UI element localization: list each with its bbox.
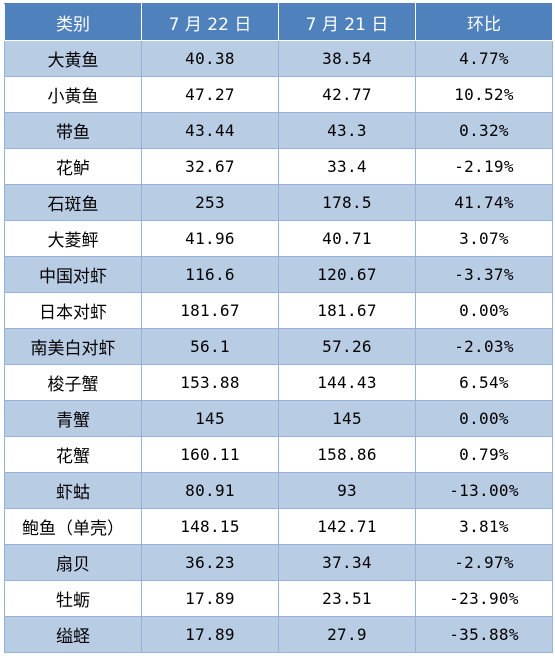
category-cell: 扇贝 [4, 544, 142, 581]
price-jul-21-cell: 120.67 [278, 256, 416, 293]
change-cell: 3.07% [415, 220, 553, 257]
price-jul-21-cell: 43.3 [278, 112, 416, 149]
price-jul-22-cell: 32.67 [141, 148, 279, 185]
category-cell: 南美白对虾 [4, 328, 142, 365]
change-cell: -13.00% [415, 472, 553, 509]
change-cell: 6.54% [415, 364, 553, 401]
price-table: 类别 7 月 22 日 7 月 21 日 环比 大黄鱼 40.38 38.54 4.7… [4, 3, 553, 653]
table-row: 中国对虾 116.6 120.67 -3.37% [4, 256, 553, 293]
table-row: 大菱鲆 41.96 40.71 3.07% [4, 220, 553, 257]
price-jul-22-cell: 36.23 [141, 544, 279, 581]
table-row: 虾蛄 80.91 93 -13.00% [4, 472, 553, 509]
table-row: 鲍鱼（单壳） 148.15 142.71 3.81% [4, 508, 553, 545]
category-cell: 日本对虾 [4, 292, 142, 329]
price-jul-21-cell: 57.26 [278, 328, 416, 365]
price-jul-22-cell: 148.15 [141, 508, 279, 545]
price-jul-21-cell: 93 [278, 472, 416, 509]
table-row: 梭子蟹 153.88 144.43 6.54% [4, 364, 553, 401]
header-change: 环比 [415, 3, 553, 41]
change-cell: -3.37% [415, 256, 553, 293]
table-row: 牡蛎 17.89 23.51 -23.90% [4, 580, 553, 617]
table-row: 日本对虾 181.67 181.67 0.00% [4, 292, 553, 329]
table-row: 扇贝 36.23 37.34 -2.97% [4, 544, 553, 581]
table-row: 青蟹 145 145 0.00% [4, 400, 553, 437]
price-jul-21-cell: 145 [278, 400, 416, 437]
table-row: 花蟹 160.11 158.86 0.79% [4, 436, 553, 473]
category-cell: 中国对虾 [4, 256, 142, 293]
price-jul-21-cell: 27.9 [278, 616, 416, 653]
change-cell: -2.97% [415, 544, 553, 581]
change-cell: -35.88% [415, 616, 553, 653]
category-cell: 虾蛄 [4, 472, 142, 509]
price-jul-21-cell: 38.54 [278, 40, 416, 77]
category-cell: 青蟹 [4, 400, 142, 437]
price-jul-21-cell: 181.67 [278, 292, 416, 329]
header-jul-22: 7 月 22 日 [141, 3, 279, 41]
price-jul-21-cell: 23.51 [278, 580, 416, 617]
category-cell: 牡蛎 [4, 580, 142, 617]
price-jul-22-cell: 47.27 [141, 76, 279, 113]
change-cell: 3.81% [415, 508, 553, 545]
table-row: 带鱼 43.44 43.3 0.32% [4, 112, 553, 149]
change-cell: -23.90% [415, 580, 553, 617]
price-jul-22-cell: 253 [141, 184, 279, 221]
change-cell: 4.77% [415, 40, 553, 77]
change-cell: 41.74% [415, 184, 553, 221]
category-cell: 带鱼 [4, 112, 142, 149]
price-jul-22-cell: 181.67 [141, 292, 279, 329]
category-cell: 花鲈 [4, 148, 142, 185]
category-cell: 花蟹 [4, 436, 142, 473]
price-jul-22-cell: 41.96 [141, 220, 279, 257]
price-jul-21-cell: 142.71 [278, 508, 416, 545]
price-jul-21-cell: 33.4 [278, 148, 416, 185]
price-jul-22-cell: 56.1 [141, 328, 279, 365]
category-cell: 鲍鱼（单壳） [4, 508, 142, 545]
price-jul-22-cell: 153.88 [141, 364, 279, 401]
category-cell: 小黄鱼 [4, 76, 142, 113]
category-cell: 石斑鱼 [4, 184, 142, 221]
table-row: 石斑鱼 253 178.5 41.74% [4, 184, 553, 221]
category-cell: 大菱鲆 [4, 220, 142, 257]
price-jul-22-cell: 17.89 [141, 580, 279, 617]
header-row: 类别 7 月 22 日 7 月 21 日 环比 [4, 3, 553, 41]
header-jul-21: 7 月 21 日 [278, 3, 416, 41]
change-cell: 10.52% [415, 76, 553, 113]
change-cell: -2.03% [415, 328, 553, 365]
table-row: 南美白对虾 56.1 57.26 -2.03% [4, 328, 553, 365]
change-cell: -2.19% [415, 148, 553, 185]
category-cell: 梭子蟹 [4, 364, 142, 401]
price-jul-22-cell: 160.11 [141, 436, 279, 473]
price-jul-21-cell: 37.34 [278, 544, 416, 581]
price-jul-21-cell: 40.71 [278, 220, 416, 257]
price-jul-21-cell: 144.43 [278, 364, 416, 401]
table-row: 花鲈 32.67 33.4 -2.19% [4, 148, 553, 185]
price-jul-22-cell: 17.89 [141, 616, 279, 653]
header-category: 类别 [4, 3, 142, 41]
table-row: 缢蛏 17.89 27.9 -35.88% [4, 616, 553, 653]
price-jul-21-cell: 158.86 [278, 436, 416, 473]
price-jul-21-cell: 42.77 [278, 76, 416, 113]
table-row: 小黄鱼 47.27 42.77 10.52% [4, 76, 553, 113]
change-cell: 0.00% [415, 292, 553, 329]
change-cell: 0.00% [415, 400, 553, 437]
price-jul-22-cell: 80.91 [141, 472, 279, 509]
category-cell: 大黄鱼 [4, 40, 142, 77]
price-jul-22-cell: 145 [141, 400, 279, 437]
price-jul-22-cell: 43.44 [141, 112, 279, 149]
price-jul-21-cell: 178.5 [278, 184, 416, 221]
table-row: 大黄鱼 40.38 38.54 4.77% [4, 40, 553, 77]
category-cell: 缢蛏 [4, 616, 142, 653]
change-cell: 0.32% [415, 112, 553, 149]
table-body: 大黄鱼 40.38 38.54 4.77% 小黄鱼 47.27 42.77 10.52% 带鱼 4… [4, 40, 553, 653]
change-cell: 0.79% [415, 436, 553, 473]
price-jul-22-cell: 40.38 [141, 40, 279, 77]
price-jul-22-cell: 116.6 [141, 256, 279, 293]
